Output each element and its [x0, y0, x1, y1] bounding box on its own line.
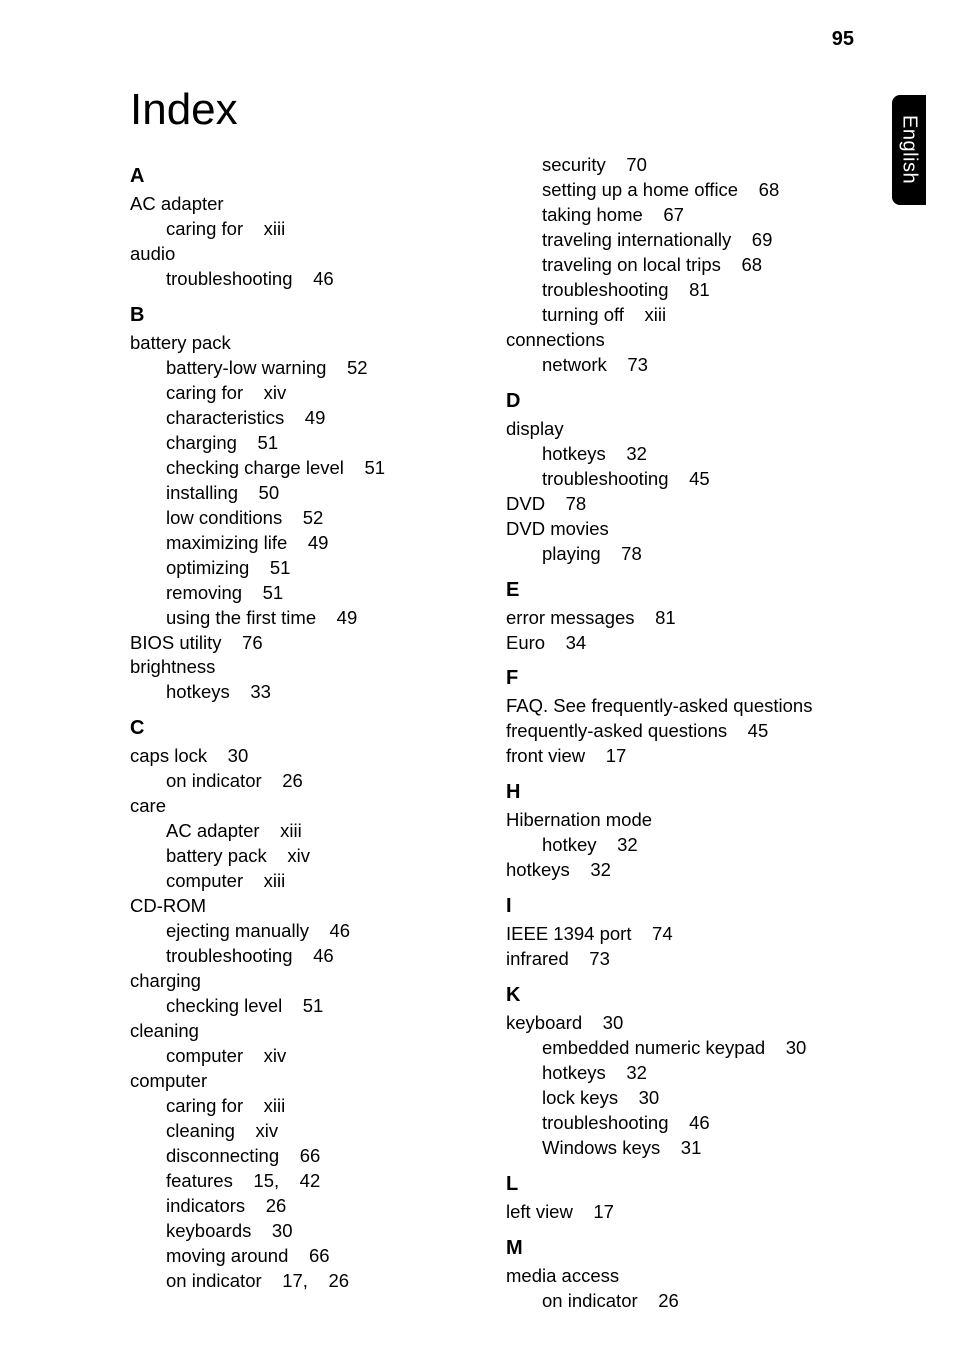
index-column-left: AAC adaptercaring for xiiiaudiotroublesh… — [130, 153, 470, 1314]
index-subentry: ejecting manually 46 — [166, 919, 470, 944]
index-subentry: embedded numeric keypad 30 — [542, 1036, 846, 1061]
index-entry: AC adapter — [130, 192, 470, 217]
index-subentry: Windows keys 31 — [542, 1136, 846, 1161]
index-subentry: checking charge level 51 — [166, 456, 470, 481]
index-subentry: characteristics 49 — [166, 406, 470, 431]
index-subentry: cleaning xiv — [166, 1119, 470, 1144]
index-letter: D — [506, 388, 846, 415]
index-subentry: troubleshooting 81 — [542, 278, 846, 303]
index-letter: F — [506, 665, 846, 692]
index-entry: battery pack — [130, 331, 470, 356]
index-letter: C — [130, 715, 470, 742]
index-entry: CD-ROM — [130, 894, 470, 919]
index-entry: computer — [130, 1069, 470, 1094]
index-entry: display — [506, 417, 846, 442]
index-subentry: playing 78 — [542, 542, 846, 567]
page-number: 95 — [832, 28, 854, 51]
index-entry: left view 17 — [506, 1200, 846, 1225]
index-title: Index — [130, 85, 864, 135]
index-entry: brightness — [130, 655, 470, 680]
index-subentry: turning off xiii — [542, 303, 846, 328]
index-entry: media access — [506, 1264, 846, 1289]
index-subentry: computer xiv — [166, 1044, 470, 1069]
index-subentry: computer xiii — [166, 869, 470, 894]
index-letter: I — [506, 893, 846, 920]
index-entry: BIOS utility 76 — [130, 631, 470, 656]
index-entry: charging — [130, 969, 470, 994]
index-entry: connections — [506, 328, 846, 353]
index-subentry: AC adapter xiii — [166, 819, 470, 844]
index-subentry: maximizing life 49 — [166, 531, 470, 556]
index-subentry: moving around 66 — [166, 1244, 470, 1269]
index-subentry: troubleshooting 46 — [542, 1111, 846, 1136]
index-subentry: network 73 — [542, 353, 846, 378]
index-subentry: troubleshooting 46 — [166, 944, 470, 969]
index-entry: frequently-asked questions 45 — [506, 719, 846, 744]
index-letter: H — [506, 779, 846, 806]
index-letter: A — [130, 163, 470, 190]
index-subentry: troubleshooting 45 — [542, 467, 846, 492]
index-subentry: setting up a home office 68 — [542, 178, 846, 203]
index-subentry: hotkey 32 — [542, 833, 846, 858]
index-subentry: charging 51 — [166, 431, 470, 456]
language-tab-label: English — [898, 115, 921, 184]
index-entry: IEEE 1394 port 74 — [506, 922, 846, 947]
index-subentry: disconnecting 66 — [166, 1144, 470, 1169]
index-letter: M — [506, 1235, 846, 1262]
index-subentry: hotkeys 32 — [542, 1061, 846, 1086]
index-subentry: on indicator 26 — [542, 1289, 846, 1314]
index-letter: E — [506, 577, 846, 604]
index-columns: AAC adaptercaring for xiiiaudiotroublesh… — [130, 153, 864, 1314]
index-letter: B — [130, 302, 470, 329]
index-subentry: low conditions 52 — [166, 506, 470, 531]
index-subentry: traveling on local trips 68 — [542, 253, 846, 278]
index-subentry: caring for xiii — [166, 217, 470, 242]
index-entry: DVD movies — [506, 517, 846, 542]
index-entry: infrared 73 — [506, 947, 846, 972]
index-entry: caps lock 30 — [130, 744, 470, 769]
index-subentry: installing 50 — [166, 481, 470, 506]
index-subentry: taking home 67 — [542, 203, 846, 228]
index-letter: L — [506, 1171, 846, 1198]
index-entry: keyboard 30 — [506, 1011, 846, 1036]
index-subentry: keyboards 30 — [166, 1219, 470, 1244]
index-subentry: using the first time 49 — [166, 606, 470, 631]
page: 95 English Index AAC adaptercaring for x… — [0, 0, 954, 1369]
index-subentry: battery pack xiv — [166, 844, 470, 869]
index-subentry: troubleshooting 46 — [166, 267, 470, 292]
index-entry: front view 17 — [506, 744, 846, 769]
index-subentry: lock keys 30 — [542, 1086, 846, 1111]
index-subentry: battery-low warning 52 — [166, 356, 470, 381]
index-subentry: optimizing 51 — [166, 556, 470, 581]
index-subentry: indicators 26 — [166, 1194, 470, 1219]
index-subentry: checking level 51 — [166, 994, 470, 1019]
index-entry: Hibernation mode — [506, 808, 846, 833]
index-subentry: caring for xiv — [166, 381, 470, 406]
index-subentry: removing 51 — [166, 581, 470, 606]
index-subentry: features 15, 42 — [166, 1169, 470, 1194]
index-entry: hotkeys 32 — [506, 858, 846, 883]
language-tab: English — [892, 95, 926, 205]
index-entry: audio — [130, 242, 470, 267]
index-entry: error messages 81 — [506, 606, 846, 631]
index-column-right: security 70setting up a home office 68ta… — [506, 153, 846, 1314]
index-subentry: traveling internationally 69 — [542, 228, 846, 253]
index-letter: K — [506, 982, 846, 1009]
index-subentry: on indicator 17, 26 — [166, 1269, 470, 1294]
index-subentry: security 70 — [542, 153, 846, 178]
index-entry: care — [130, 794, 470, 819]
index-subentry: on indicator 26 — [166, 769, 470, 794]
index-entry: cleaning — [130, 1019, 470, 1044]
index-subentry: hotkeys 33 — [166, 680, 470, 705]
index-entry: Euro 34 — [506, 631, 846, 656]
index-entry: FAQ. See frequently-asked questions — [506, 694, 846, 719]
index-entry: DVD 78 — [506, 492, 846, 517]
index-subentry: caring for xiii — [166, 1094, 470, 1119]
index-subentry: hotkeys 32 — [542, 442, 846, 467]
